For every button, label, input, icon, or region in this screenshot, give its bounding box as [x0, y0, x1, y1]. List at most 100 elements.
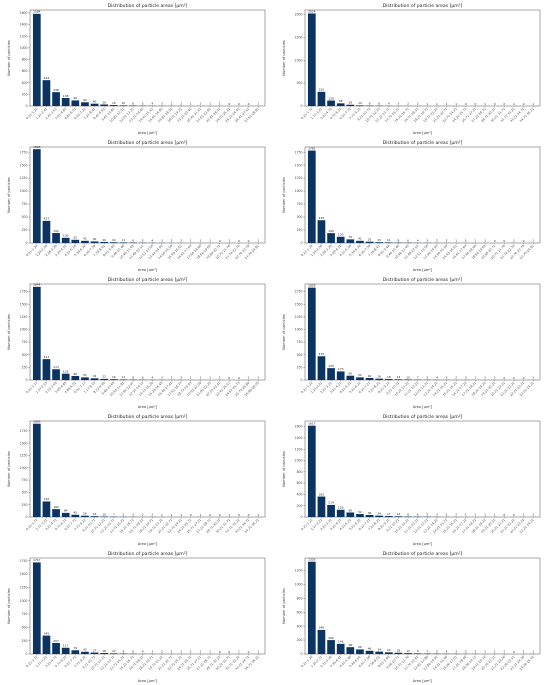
x-axis-label: Area [μm²]	[138, 131, 158, 135]
data-label: 1	[257, 650, 259, 654]
bar	[90, 378, 99, 380]
data-label: 1	[190, 102, 192, 106]
plot-frame	[304, 283, 541, 381]
data-label: 1	[219, 102, 221, 106]
y-tick-label: 500	[22, 215, 28, 219]
data-label: 1	[209, 650, 211, 654]
data-label: 238	[53, 88, 59, 92]
data-label: 0	[219, 513, 221, 517]
data-label: 2	[465, 376, 467, 380]
data-label: 1	[532, 376, 534, 380]
data-label: 3	[161, 239, 163, 243]
data-label: 52	[358, 510, 362, 514]
bar	[317, 629, 326, 654]
chart-title: Distribution of particle areas [μm²]	[108, 277, 188, 283]
chart-panel: Distribution of particle areas [μm²] 0 250…	[0, 548, 275, 685]
data-label: 1	[180, 650, 182, 654]
data-label: 6	[132, 649, 134, 653]
data-label: 4	[142, 650, 144, 654]
y-tick-label: 1250	[295, 315, 303, 319]
data-label: 27	[93, 648, 97, 652]
data-label: 1	[228, 513, 230, 517]
bar	[119, 105, 128, 106]
data-label: 2	[171, 650, 173, 654]
data-label: 8	[123, 649, 125, 653]
data-label: 3	[161, 376, 163, 380]
plot-frame	[29, 9, 266, 107]
data-label: 13	[397, 375, 401, 379]
bar	[42, 220, 51, 243]
y-tick-label: 1000	[20, 46, 28, 50]
bar	[375, 651, 384, 654]
data-label: 1	[513, 239, 515, 243]
data-label: 0	[513, 513, 515, 517]
y-tick-label: 1200	[20, 34, 28, 38]
data-label: 2	[142, 513, 144, 517]
y-tick-label: 1250	[20, 585, 28, 589]
bar	[100, 104, 109, 106]
data-label: 1	[190, 650, 192, 654]
data-label: 0	[209, 513, 211, 517]
bar	[317, 496, 326, 517]
data-label: 42	[83, 648, 87, 652]
y-tick-label: 200	[297, 504, 303, 508]
y-tick-label: 0	[26, 378, 28, 382]
data-label: 80	[73, 372, 77, 376]
y-tick-label: 750	[22, 202, 28, 206]
bar	[346, 375, 355, 380]
data-label: 80	[348, 508, 352, 512]
data-label: 2	[455, 513, 457, 517]
bar	[109, 379, 118, 380]
data-label: 11	[387, 238, 391, 242]
data-label: 146	[338, 640, 344, 644]
data-label: 3	[426, 239, 428, 243]
data-label: 2	[446, 239, 448, 243]
bar	[327, 368, 335, 380]
bar	[61, 647, 70, 654]
data-label: 3	[455, 650, 457, 654]
y-tick-label: 250	[22, 503, 28, 507]
y-tick-label: 750	[22, 478, 28, 482]
data-label: 40	[368, 374, 372, 378]
chart-panel: Distribution of particle areas [μm²] 0 250…	[275, 274, 550, 411]
y-tick-label: 400	[297, 624, 303, 628]
data-label: 0	[513, 376, 515, 380]
y-tick-label: 0	[301, 104, 303, 108]
data-label: 0	[503, 513, 505, 517]
chart-panel: Distribution of particle areas [μm²] 0 500…	[275, 0, 550, 137]
data-label: 2024	[308, 9, 316, 13]
y-tick-label: 1000	[295, 459, 303, 463]
data-label: 7	[426, 649, 428, 653]
data-label: 2	[475, 650, 477, 654]
data-label: 1	[190, 239, 192, 243]
bar	[61, 512, 70, 517]
bar	[71, 375, 80, 380]
y-tick-label: 1000	[295, 58, 303, 62]
data-label: 439	[319, 216, 325, 220]
bar	[375, 515, 384, 517]
data-label: 18	[387, 375, 391, 379]
data-label: 160	[53, 505, 59, 509]
data-label: 2	[407, 102, 409, 106]
bar	[413, 653, 422, 654]
chart-svg: Distribution of particle areas [μm²]0200…	[7, 3, 266, 135]
y-tick-label: 1400	[20, 23, 28, 27]
data-label: 1	[209, 102, 211, 106]
y-tick-label: 1250	[295, 176, 303, 180]
data-label: 13	[406, 649, 410, 653]
data-label: 1808	[33, 145, 41, 149]
data-label: 0	[238, 513, 240, 517]
bar	[52, 509, 60, 517]
chart-svg: Distribution of particle areas [μm²]0200…	[282, 414, 541, 546]
data-label: 5	[436, 649, 438, 653]
y-tick-label: 0	[301, 378, 303, 382]
data-label: 1	[200, 239, 202, 243]
x-axis-label: Area [μm²]	[138, 405, 158, 409]
y-tick-label: 1500	[295, 163, 303, 167]
data-label: 7	[113, 512, 115, 516]
bar	[71, 514, 80, 517]
data-label: 0	[228, 102, 230, 106]
chart-title: Distribution of particle areas [μm²]	[383, 551, 463, 557]
plot-frame	[29, 146, 266, 244]
data-label: 470	[319, 352, 325, 356]
